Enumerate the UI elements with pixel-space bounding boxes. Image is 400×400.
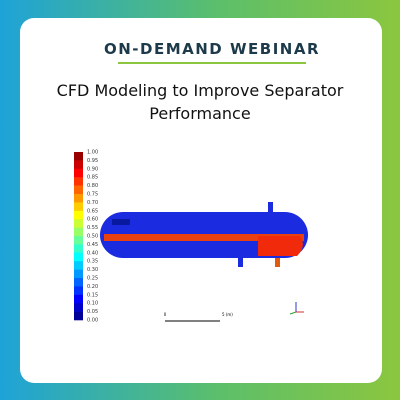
separator-vessel: [100, 202, 308, 267]
colorbar-swatch: [74, 286, 83, 296]
colorbar-swatch: [74, 210, 83, 220]
colorbar-swatch: [74, 261, 83, 270]
colorbar-swatch: [74, 244, 83, 254]
colorbar-label: 0.55: [87, 225, 98, 231]
colorbar-swatch: [74, 303, 83, 312]
colorbar-swatch: [74, 160, 83, 170]
colorbar-swatch: [74, 236, 83, 245]
colorbar-label: 0.10: [87, 301, 98, 307]
colorbar-label: 0.35: [87, 259, 98, 265]
colorbar-swatch: [74, 252, 83, 262]
colorbar-swatch: [74, 168, 83, 178]
colorbar-label: 0.40: [87, 250, 98, 256]
colorbar-label: 0.95: [87, 158, 98, 164]
colorbar-label: 0.70: [87, 200, 98, 206]
colorbar-label: 0.80: [87, 183, 98, 189]
colorbar-swatch: [74, 278, 83, 287]
interface-band: [104, 234, 304, 241]
nozzle: [275, 254, 280, 267]
colorbar: 1.00 0.95 0.90 0.85 0.80 0.75 0.70 0.65 0.60 0.55…: [74, 150, 98, 324]
colorbar-swatch: [74, 152, 83, 161]
colorbar-label: 1.00: [87, 150, 98, 156]
scale-label: 5 (m): [222, 312, 233, 317]
card: [20, 18, 382, 383]
nozzle: [238, 254, 243, 267]
colorbar-swatch: [74, 194, 83, 203]
subtitle-line: CFD Modeling to Improve Separator: [57, 81, 344, 100]
colorbar-label: 0.50: [87, 234, 98, 240]
colorbar-label: 0.90: [87, 166, 98, 172]
colorbar-label: 0.00: [87, 318, 98, 324]
colorbar-swatch: [74, 185, 83, 195]
title: ON-DEMAND WEBINAR: [104, 40, 320, 58]
colorbar-swatch: [74, 219, 83, 228]
colorbar-swatch: [74, 311, 83, 321]
scale-label: 0: [164, 312, 167, 317]
colorbar-swatch: [74, 177, 83, 186]
colorbar-label: 0.45: [87, 242, 98, 248]
nozzle: [268, 202, 273, 216]
colorbar-swatch: [74, 269, 83, 279]
colorbar-label: 0.60: [87, 217, 98, 223]
colorbar-swatch: [74, 202, 83, 212]
colorbar-label: 0.85: [87, 175, 98, 181]
colorbar-label: 0.20: [87, 284, 98, 290]
liquid-region: [258, 236, 303, 256]
colorbar-label: 0.05: [87, 309, 98, 315]
subtitle-line: Performance: [149, 104, 250, 123]
colorbar-swatch: [74, 294, 83, 304]
colorbar-label: 0.15: [87, 292, 98, 298]
colorbar-label: 0.25: [87, 276, 98, 282]
colorbar-label: 0.75: [87, 192, 98, 198]
colorbar-label: 0.30: [87, 267, 98, 273]
colorbar-swatch: [74, 227, 83, 237]
colorbar-label: 0.65: [87, 208, 98, 214]
inlet: [112, 219, 130, 225]
axis-triad: [289, 302, 304, 315]
